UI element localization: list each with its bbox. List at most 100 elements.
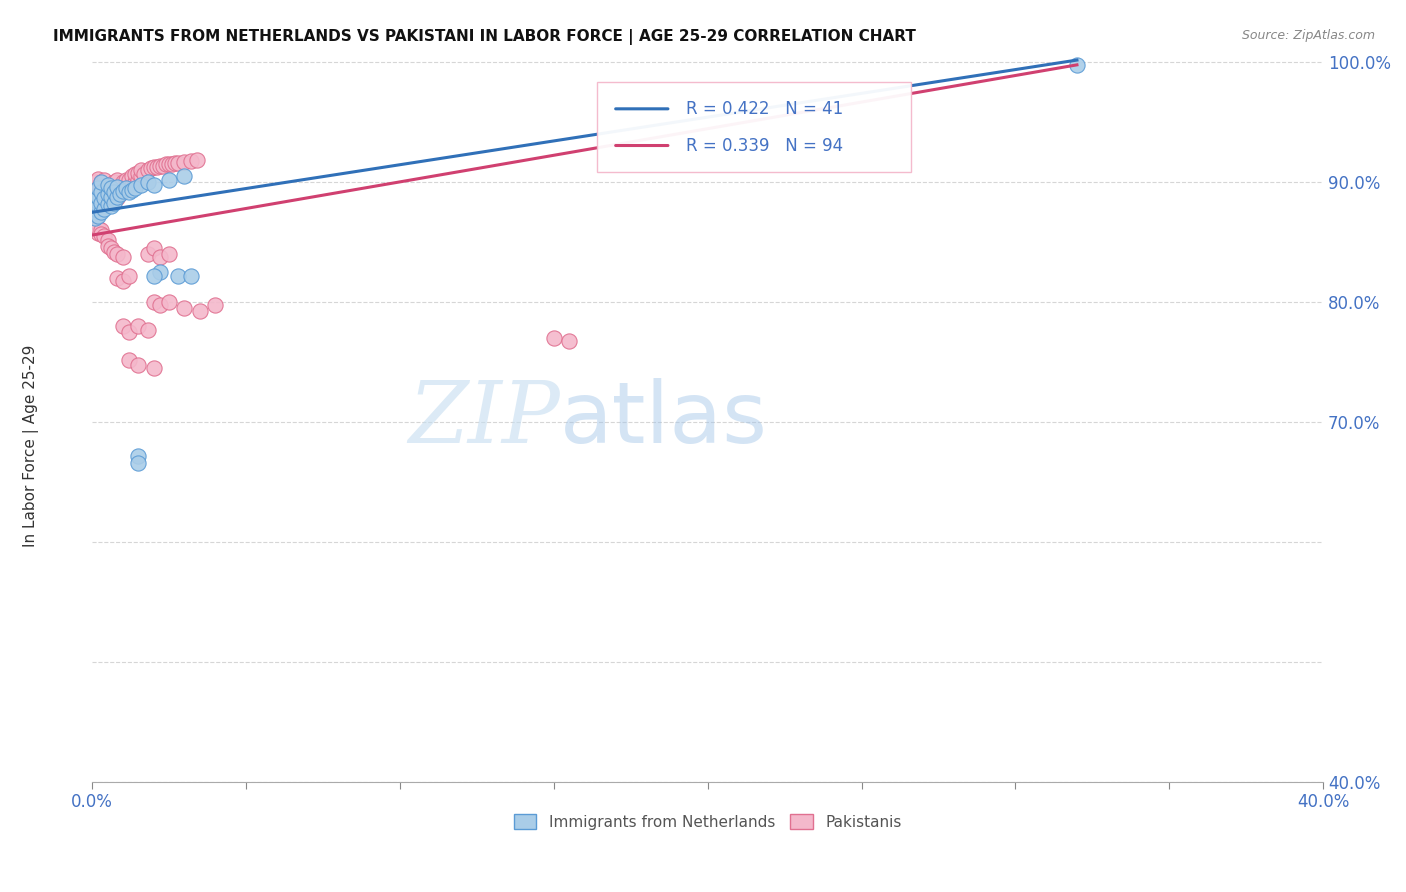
Point bbox=[149, 159, 172, 173]
Point bbox=[87, 197, 110, 211]
Point bbox=[90, 194, 112, 208]
Point bbox=[93, 173, 115, 187]
Point bbox=[103, 244, 125, 259]
Point bbox=[121, 178, 143, 192]
Point bbox=[167, 268, 190, 283]
Point bbox=[100, 195, 122, 210]
Point bbox=[136, 247, 159, 261]
Point bbox=[127, 166, 149, 180]
Point bbox=[90, 223, 112, 237]
FancyBboxPatch shape bbox=[598, 82, 911, 172]
Point bbox=[93, 191, 115, 205]
Point bbox=[127, 456, 149, 470]
Point bbox=[84, 202, 107, 216]
Point bbox=[1066, 58, 1088, 72]
Point bbox=[87, 178, 110, 193]
Point bbox=[165, 156, 187, 170]
Point bbox=[84, 211, 107, 226]
Point bbox=[152, 159, 174, 173]
Point bbox=[93, 181, 115, 195]
Text: In Labor Force | Age 25-29: In Labor Force | Age 25-29 bbox=[22, 345, 39, 547]
Point bbox=[180, 268, 202, 283]
Point bbox=[558, 334, 581, 348]
Point bbox=[90, 184, 112, 198]
Point bbox=[100, 186, 122, 200]
Point bbox=[84, 181, 107, 195]
Point bbox=[87, 171, 110, 186]
Point bbox=[105, 180, 128, 194]
Point bbox=[84, 194, 107, 208]
Point bbox=[118, 268, 141, 283]
Point bbox=[131, 178, 153, 192]
Point bbox=[90, 195, 112, 210]
Point bbox=[93, 202, 115, 216]
Point bbox=[157, 247, 180, 261]
Point bbox=[97, 187, 120, 202]
Point bbox=[100, 241, 122, 255]
Point bbox=[121, 182, 143, 196]
Point bbox=[115, 173, 138, 187]
Point bbox=[180, 153, 202, 168]
Point bbox=[149, 265, 172, 279]
Point bbox=[111, 319, 134, 334]
Point bbox=[111, 175, 134, 189]
Point bbox=[87, 209, 110, 223]
Point bbox=[87, 190, 110, 204]
Point bbox=[142, 241, 165, 255]
Point bbox=[149, 297, 172, 311]
Point bbox=[173, 155, 195, 169]
Point bbox=[136, 323, 159, 337]
Point bbox=[103, 175, 125, 189]
Point bbox=[84, 199, 107, 213]
Point bbox=[84, 208, 107, 222]
Point bbox=[131, 163, 153, 178]
Point bbox=[124, 181, 146, 195]
Point bbox=[124, 175, 146, 189]
Point bbox=[103, 194, 125, 208]
Point bbox=[142, 295, 165, 310]
Text: atlas: atlas bbox=[560, 377, 768, 460]
Point bbox=[87, 199, 110, 213]
Point bbox=[87, 187, 110, 202]
Point bbox=[84, 175, 107, 189]
Point bbox=[115, 181, 138, 195]
Point bbox=[157, 157, 180, 171]
Point bbox=[167, 156, 190, 170]
Point bbox=[108, 187, 131, 202]
Point bbox=[103, 184, 125, 198]
Point bbox=[87, 226, 110, 240]
Point bbox=[105, 181, 128, 195]
Point bbox=[100, 190, 122, 204]
Point bbox=[118, 185, 141, 199]
Text: R = 0.339   N = 94: R = 0.339 N = 94 bbox=[686, 136, 842, 154]
Point bbox=[142, 361, 165, 376]
Point bbox=[543, 331, 565, 345]
Point bbox=[105, 173, 128, 187]
Point bbox=[139, 161, 162, 175]
Point bbox=[149, 250, 172, 264]
Point bbox=[100, 181, 122, 195]
Point bbox=[111, 274, 134, 288]
Point bbox=[97, 233, 120, 247]
Point bbox=[97, 178, 120, 192]
Point bbox=[105, 247, 128, 261]
Legend: Immigrants from Netherlands, Pakistanis: Immigrants from Netherlands, Pakistanis bbox=[508, 807, 908, 836]
Point bbox=[127, 358, 149, 372]
Point bbox=[142, 160, 165, 174]
Point bbox=[105, 191, 128, 205]
Point bbox=[108, 178, 131, 193]
Point bbox=[90, 185, 112, 199]
Point bbox=[204, 297, 226, 311]
Point bbox=[90, 205, 112, 219]
Point bbox=[142, 178, 165, 192]
Point bbox=[142, 268, 165, 283]
Point bbox=[157, 295, 180, 310]
Point bbox=[160, 157, 183, 171]
Point bbox=[87, 205, 110, 219]
Point bbox=[134, 167, 156, 181]
Point bbox=[90, 202, 112, 216]
Point bbox=[87, 220, 110, 235]
Point bbox=[97, 178, 120, 193]
Point bbox=[173, 169, 195, 184]
Point bbox=[131, 169, 153, 184]
